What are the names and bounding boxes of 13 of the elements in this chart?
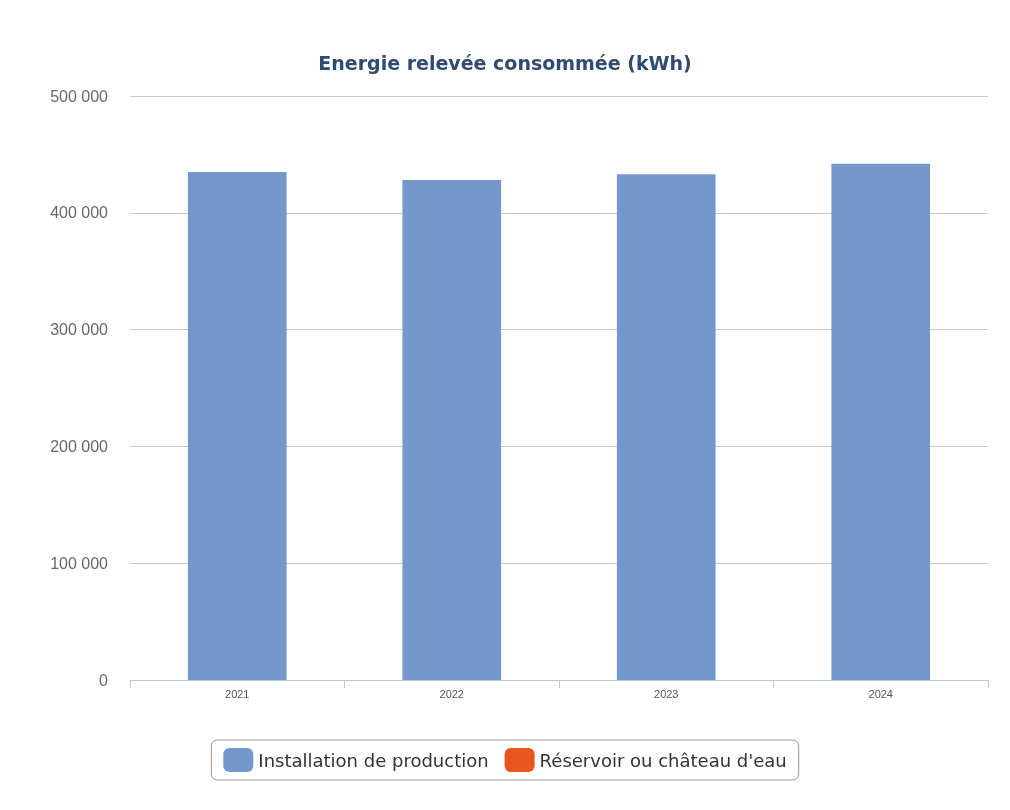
y-tick-label: 400 000	[50, 204, 109, 222]
x-tick-label: 2022	[439, 687, 464, 700]
legend-label: Installation de production	[258, 749, 489, 771]
x-tick-label: 2024	[868, 687, 893, 700]
y-tick-label: 0	[99, 671, 109, 689]
legend-label: Réservoir ou château d'eau	[539, 749, 787, 771]
chart-title: Energie relevée consommée (kWh)	[318, 51, 692, 74]
y-tick-label: 200 000	[50, 437, 109, 455]
y-tick-label: 500 000	[50, 87, 109, 105]
x-tick-label: 2021	[225, 687, 250, 700]
y-tick-label: 100 000	[50, 554, 109, 572]
y-tick-label: 300 000	[50, 321, 109, 339]
x-tick-label: 2023	[654, 687, 679, 700]
